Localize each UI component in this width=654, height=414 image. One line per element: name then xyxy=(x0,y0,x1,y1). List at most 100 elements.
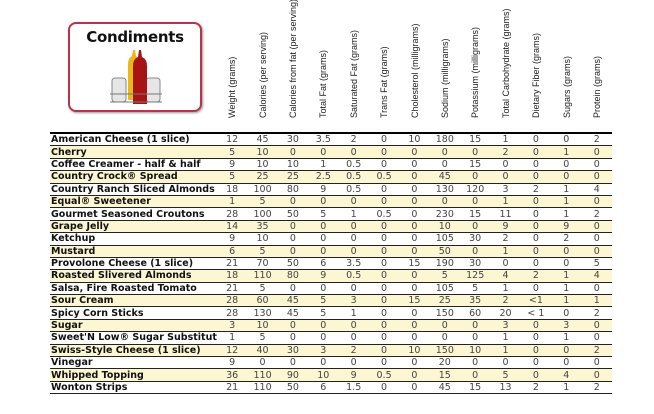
nutrient-value: 1 xyxy=(217,331,248,345)
nutrient-value: 5 xyxy=(217,170,248,184)
column-header-label: Sodium (milligrams) xyxy=(439,38,450,118)
nutrient-value: 2 xyxy=(490,145,521,159)
nutrient-value: 50 xyxy=(277,381,309,395)
item-name: Cherry xyxy=(50,145,217,159)
nutrient-value: 70 xyxy=(247,257,278,271)
nutrient-value: 0 xyxy=(277,145,309,159)
nutrient-value: 0 xyxy=(338,331,369,345)
nutrient-value: 0 xyxy=(460,195,491,209)
nutrient-value: 0 xyxy=(520,195,552,209)
nutrient-value: 5 xyxy=(581,257,612,271)
nutrient-value: 0 xyxy=(520,368,552,382)
nutrient-value: 1 xyxy=(551,269,582,283)
nutrient-value: 21 xyxy=(217,282,248,296)
nutrient-value: 0 xyxy=(368,331,400,345)
nutrient-value: 15 xyxy=(399,294,430,308)
item-name: Mustard xyxy=(50,245,217,258)
nutrient-value: < 1 xyxy=(520,306,552,320)
nutrient-value: 0 xyxy=(520,319,552,333)
nutrient-value: 90 xyxy=(277,368,309,382)
column-header: Sugars (grams) xyxy=(551,0,581,130)
nutrient-value: 6 xyxy=(217,245,248,258)
nutrient-value: 0 xyxy=(581,282,612,296)
nutrient-value: 0 xyxy=(368,344,400,358)
nutrient-value: 0 xyxy=(368,183,400,196)
nutrient-value: 9 xyxy=(308,269,339,283)
nutrient-value: 2 xyxy=(581,381,612,395)
nutrient-value: 130 xyxy=(429,183,460,196)
nutrient-value: 9 xyxy=(217,356,248,370)
nutrient-value: 3 xyxy=(308,344,339,358)
column-header-label: Potassium (milligrams) xyxy=(470,26,481,118)
item-name: Equal® Sweetener xyxy=(50,195,217,209)
nutrient-value: 0 xyxy=(490,356,521,370)
nutrient-value: 10 xyxy=(399,344,430,358)
nutrient-value: 5 xyxy=(217,145,248,159)
nutrient-value: 0 xyxy=(277,319,309,333)
nutrient-value: 80 xyxy=(277,269,309,283)
nutrient-value: 0 xyxy=(368,257,400,271)
nutrient-value: 0 xyxy=(551,344,582,358)
nutrient-value: 0.5 xyxy=(368,368,400,382)
nutrient-value: 0 xyxy=(399,220,430,234)
nutrient-value: 60 xyxy=(247,294,278,308)
nutrient-value: 2 xyxy=(581,306,612,320)
nutrient-value: 0 xyxy=(277,220,309,234)
column-header: Trans Fat (grams) xyxy=(369,0,399,130)
nutrient-value: 36 xyxy=(217,368,248,382)
nutrient-value: 0 xyxy=(581,195,612,209)
item-name: Provolone Cheese (1 slice) xyxy=(50,257,217,271)
nutrient-value: 0 xyxy=(368,145,400,159)
column-header: Calories (per serving) xyxy=(247,0,277,130)
column-header: Calories from fat (per serving) xyxy=(278,0,308,130)
nutrient-value: 30 xyxy=(460,232,491,246)
nutrient-value: 9 xyxy=(551,220,582,234)
nutrient-value: 5 xyxy=(247,331,278,345)
nutrient-value: 0 xyxy=(581,331,612,345)
nutrient-value: 10 xyxy=(277,158,309,172)
nutrient-value: 2 xyxy=(581,344,612,358)
nutrient-value: 0 xyxy=(338,282,369,296)
nutrient-value: 0 xyxy=(399,207,430,221)
nutrient-value: 12 xyxy=(217,344,248,358)
nutrient-value: 3 xyxy=(490,183,521,196)
nutrient-value: 0 xyxy=(399,145,430,159)
nutrient-value: 2 xyxy=(490,232,521,246)
nutrient-value: 0 xyxy=(429,158,460,172)
nutrient-value: 1 xyxy=(551,331,582,345)
nutrient-value: 5 xyxy=(490,368,521,382)
nutrient-value: 0 xyxy=(308,145,339,159)
nutrient-value: 0 xyxy=(308,220,339,234)
column-header-label: Weight (grams) xyxy=(227,56,238,118)
item-name: Spicy Corn Sticks xyxy=(50,306,217,320)
nutrient-value: 5 xyxy=(308,294,339,308)
item-name: Gourmet Seasoned Croutons xyxy=(50,207,217,221)
nutrient-value: 0 xyxy=(308,282,339,296)
nutrient-value: 0 xyxy=(520,207,552,221)
nutrient-value: 9 xyxy=(338,368,369,382)
nutrient-value: 15 xyxy=(429,368,460,382)
nutrient-value: 28 xyxy=(217,207,248,221)
nutrient-value: 0 xyxy=(490,257,521,271)
nutrient-value: 14 xyxy=(217,220,248,234)
table-row: Roasted Slivered Almonds 18 110 80 9 0.5 0 0 5 12… xyxy=(50,269,612,283)
nutrient-value: 9 xyxy=(490,220,521,234)
column-header-label: Calories from fat (per serving) xyxy=(287,0,298,118)
nutrient-value: 0 xyxy=(460,356,491,370)
table-row: Sugar 3 10 0 0 0 0 0 0 0 3 0 3 0 xyxy=(50,319,612,333)
nutrient-value: 10 xyxy=(247,145,278,159)
nutrient-value: 25 xyxy=(429,294,460,308)
nutrient-value: 0 xyxy=(399,183,430,196)
nutrient-value: 0 xyxy=(368,133,400,147)
nutrient-value: 10 xyxy=(247,158,278,172)
nutrient-value: 2 xyxy=(520,381,552,395)
nutrient-value: 2 xyxy=(338,344,369,358)
nutrient-value: 0 xyxy=(368,220,400,234)
nutrient-value: 1 xyxy=(490,195,521,209)
nutrient-value: 0 xyxy=(520,245,552,258)
nutrient-value: 0 xyxy=(520,158,552,172)
nutrient-value: 15 xyxy=(460,381,491,395)
nutrient-value: 0 xyxy=(338,232,369,246)
nutrient-value: 0.5 xyxy=(338,158,369,172)
nutrient-value: 3.5 xyxy=(308,133,339,147)
